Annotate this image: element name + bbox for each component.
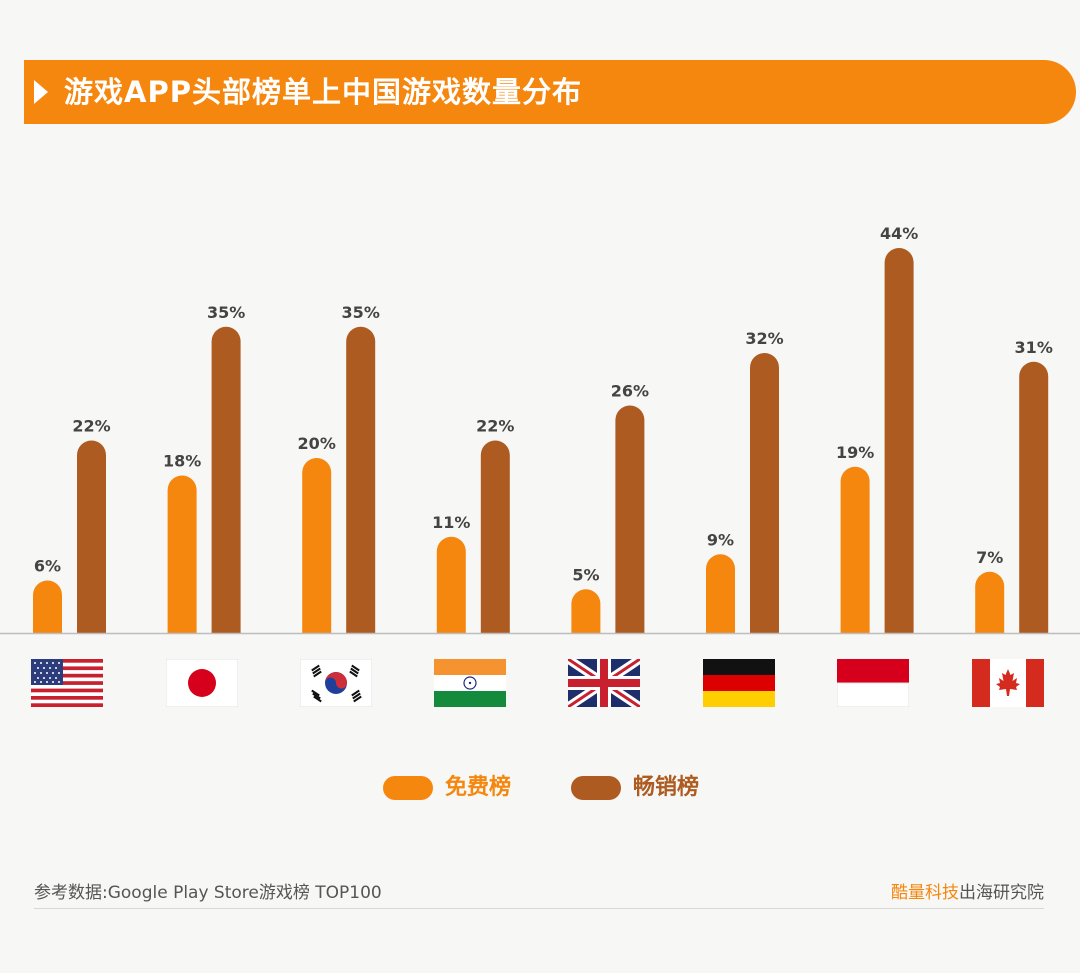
germany-flag: [703, 659, 775, 707]
chart-legend: 免费榜 畅销榜: [0, 770, 1080, 806]
data-label-free-4: 5%: [572, 565, 599, 584]
bar-free-0: [33, 580, 62, 633]
bar-grossing-0: [77, 440, 106, 633]
uk-flag: [568, 659, 640, 707]
bar-free-7: [975, 571, 1005, 633]
footer-divider: [34, 908, 1044, 909]
legend-label-grossing: 畅销榜: [633, 775, 700, 800]
bar-free-5: [706, 554, 735, 633]
bar-grossing-1: [211, 326, 241, 633]
bar-free-2: [302, 458, 332, 633]
data-label-free-7: 7%: [976, 548, 1003, 567]
data-label-grossing-3: 22%: [476, 417, 514, 436]
india-flag: [434, 659, 506, 707]
bar-grossing-7: [1019, 361, 1049, 633]
bar-grossing-4: [615, 405, 645, 633]
data-label-grossing-4: 26%: [611, 382, 649, 401]
data-label-grossing-0: 22%: [72, 417, 110, 436]
bar-grossing-2: [346, 326, 376, 633]
bar-free-6: [840, 466, 870, 633]
legend-swatch-free: [383, 776, 433, 800]
data-label-grossing-2: 35%: [342, 303, 380, 322]
data-label-grossing-5: 32%: [745, 329, 783, 348]
japan-flag: [166, 659, 238, 707]
canada-flag: [972, 659, 1044, 707]
bar-grossing-6: [884, 248, 914, 634]
data-label-free-1: 18%: [163, 452, 201, 471]
data-label-grossing-1: 35%: [207, 303, 245, 322]
data-label-free-3: 11%: [432, 513, 470, 532]
bar-grossing-5: [750, 353, 779, 633]
bar-free-1: [167, 475, 197, 633]
data-source-note: 参考数据:Google Play Store游戏榜 TOP100: [34, 883, 382, 903]
bar-grossing-3: [480, 440, 510, 633]
brand-suffix: 出海研究院: [959, 883, 1044, 903]
data-label-free-0: 6%: [34, 557, 61, 576]
brand-name: 酷量科技: [891, 883, 959, 903]
indonesia-flag: [837, 659, 909, 707]
brand-credit: 酷量科技出海研究院: [891, 878, 1044, 903]
data-label-free-6: 19%: [836, 443, 874, 462]
legend-label-free: 免费榜: [445, 775, 512, 800]
title-banner: 游戏APP头部榜单上中国游戏数量分布: [24, 60, 1076, 124]
data-label-free-5: 9%: [707, 530, 734, 549]
legend-swatch-grossing: [571, 776, 621, 800]
south-korea-flag: [300, 659, 372, 707]
data-label-free-2: 20%: [298, 434, 336, 453]
us-flag: [31, 659, 103, 707]
chart-title: 游戏APP头部榜单上中国游戏数量分布: [64, 75, 582, 109]
play-arrow-icon: [34, 80, 48, 104]
data-label-grossing-7: 31%: [1015, 338, 1053, 357]
bar-free-4: [571, 589, 601, 633]
bar-free-3: [436, 536, 466, 633]
data-label-grossing-6: 44%: [880, 224, 918, 243]
